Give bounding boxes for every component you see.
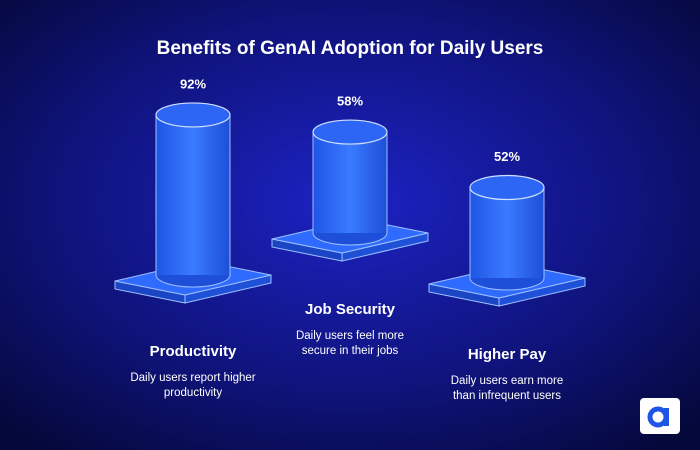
bar [156,114,230,275]
category-label: Job Security [305,301,396,318]
bar-group: 92% Productivity Daily users report higher… [114,76,272,399]
category-label: Higher Pay [468,346,547,363]
bar [313,132,387,233]
category-label: Productivity [150,343,237,360]
chart-title: Benefits of GenAI Adoption for Daily Use… [157,38,544,59]
cylinder-top [155,102,231,128]
value-label: 58% [337,94,363,109]
description: productivity [164,387,222,399]
cylinder-top [469,174,545,201]
value-label: 92% [180,76,206,91]
description: secure in their jobs [302,345,399,357]
value-label: 52% [494,149,520,164]
description: than infrequent users [453,390,561,402]
description: Daily users report higher [130,372,255,384]
bar [470,187,544,278]
bar-group: 52% Higher Pay Daily users earn more than i… [428,149,586,402]
cylinder-top [312,119,388,145]
bar-group: 58% Job Security Daily users feel more secu… [271,94,429,357]
logo [640,398,680,434]
description: Daily users feel more [296,330,404,342]
description: Daily users earn more [451,375,563,387]
